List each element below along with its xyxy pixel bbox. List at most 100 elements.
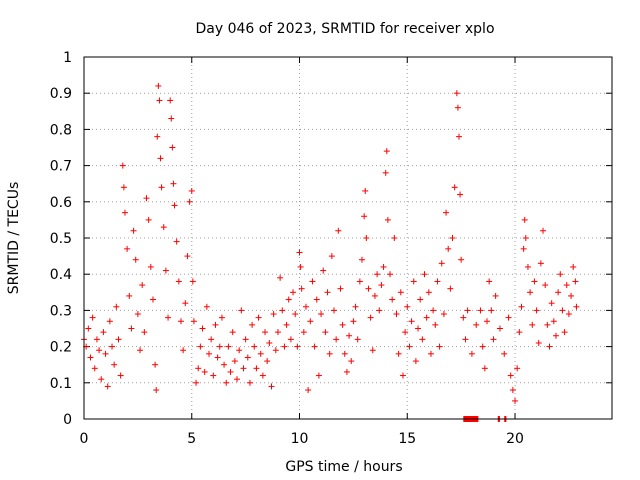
data-point	[570, 263, 577, 270]
data-point	[490, 336, 497, 343]
data-point	[162, 267, 169, 274]
data-point	[383, 148, 390, 155]
data-point	[425, 289, 432, 296]
data-point	[218, 314, 225, 321]
data-point	[486, 278, 493, 285]
data-point	[550, 318, 557, 325]
data-point	[205, 350, 212, 357]
y-tick-label: 0.2	[50, 340, 72, 356]
data-point	[168, 115, 175, 122]
data-point	[210, 372, 217, 379]
data-point	[561, 329, 568, 336]
data-point	[339, 321, 346, 328]
data-point	[524, 263, 531, 270]
data-point	[281, 343, 288, 350]
data-point	[427, 350, 434, 357]
data-point	[119, 162, 126, 169]
data-point	[156, 97, 163, 104]
data-point	[462, 336, 469, 343]
data-point	[546, 343, 553, 350]
data-point	[296, 249, 303, 256]
data-point	[520, 245, 527, 252]
data-point	[521, 216, 528, 223]
data-point	[514, 365, 521, 372]
data-point	[356, 278, 363, 285]
data-point	[186, 198, 193, 205]
data-point	[169, 144, 176, 151]
data-point	[505, 314, 512, 321]
data-point	[348, 358, 355, 365]
y-tick-label: 0.7	[50, 159, 72, 175]
data-point	[343, 368, 350, 375]
data-point	[389, 296, 396, 303]
plot-frame	[83, 56, 613, 420]
data-point	[436, 343, 443, 350]
data-point	[255, 314, 262, 321]
x-axis-label: GPS time / hours	[285, 459, 402, 475]
data-point	[324, 289, 331, 296]
data-point	[393, 311, 400, 318]
data-point	[153, 387, 160, 394]
data-point	[141, 329, 148, 336]
data-point	[106, 318, 113, 325]
data-point	[294, 343, 301, 350]
data-point	[229, 329, 236, 336]
data-point	[552, 332, 559, 339]
data-point	[443, 209, 450, 216]
data-point	[509, 387, 516, 394]
data-point	[147, 263, 154, 270]
data-point	[311, 343, 318, 350]
grid	[84, 57, 612, 419]
data-point	[128, 325, 135, 332]
data-point	[376, 307, 383, 314]
data-point	[189, 278, 196, 285]
data-point	[167, 97, 174, 104]
data-point	[165, 314, 172, 321]
data-point	[406, 343, 413, 350]
data-point	[154, 133, 161, 140]
data-point	[132, 256, 139, 263]
data-point	[318, 311, 325, 318]
data-point	[234, 376, 241, 383]
data-point	[492, 292, 499, 299]
data-point	[481, 365, 488, 372]
y-axis-label: SRMTID / TECUs	[6, 182, 22, 295]
data-point	[249, 321, 256, 328]
data-point	[326, 350, 333, 357]
data-point	[221, 361, 228, 368]
data-point	[190, 318, 197, 325]
data-point	[361, 213, 368, 220]
data-point	[223, 379, 230, 386]
data-point	[568, 292, 575, 299]
data-point	[423, 314, 430, 321]
data-point	[277, 274, 284, 281]
data-point	[453, 90, 460, 97]
data-point	[238, 307, 245, 314]
data-point	[152, 361, 159, 368]
data-points	[81, 82, 580, 404]
data-point	[410, 278, 417, 285]
x-tick-label: 20	[506, 431, 524, 447]
data-point	[313, 296, 320, 303]
data-point	[109, 343, 116, 350]
data-point	[268, 383, 275, 390]
data-point	[572, 278, 579, 285]
data-point	[378, 282, 385, 289]
data-point	[297, 263, 304, 270]
data-point	[184, 253, 191, 260]
data-point	[180, 347, 187, 354]
data-point	[134, 311, 141, 318]
data-point	[274, 329, 281, 336]
data-point	[573, 303, 580, 310]
data-point	[182, 300, 189, 307]
data-point	[240, 365, 247, 372]
data-point	[121, 209, 128, 216]
data-point	[468, 350, 475, 357]
data-point	[354, 336, 361, 343]
data-point	[512, 397, 519, 404]
data-point	[272, 347, 279, 354]
data-point	[212, 321, 219, 328]
y-tick-label: 0.9	[50, 86, 72, 102]
